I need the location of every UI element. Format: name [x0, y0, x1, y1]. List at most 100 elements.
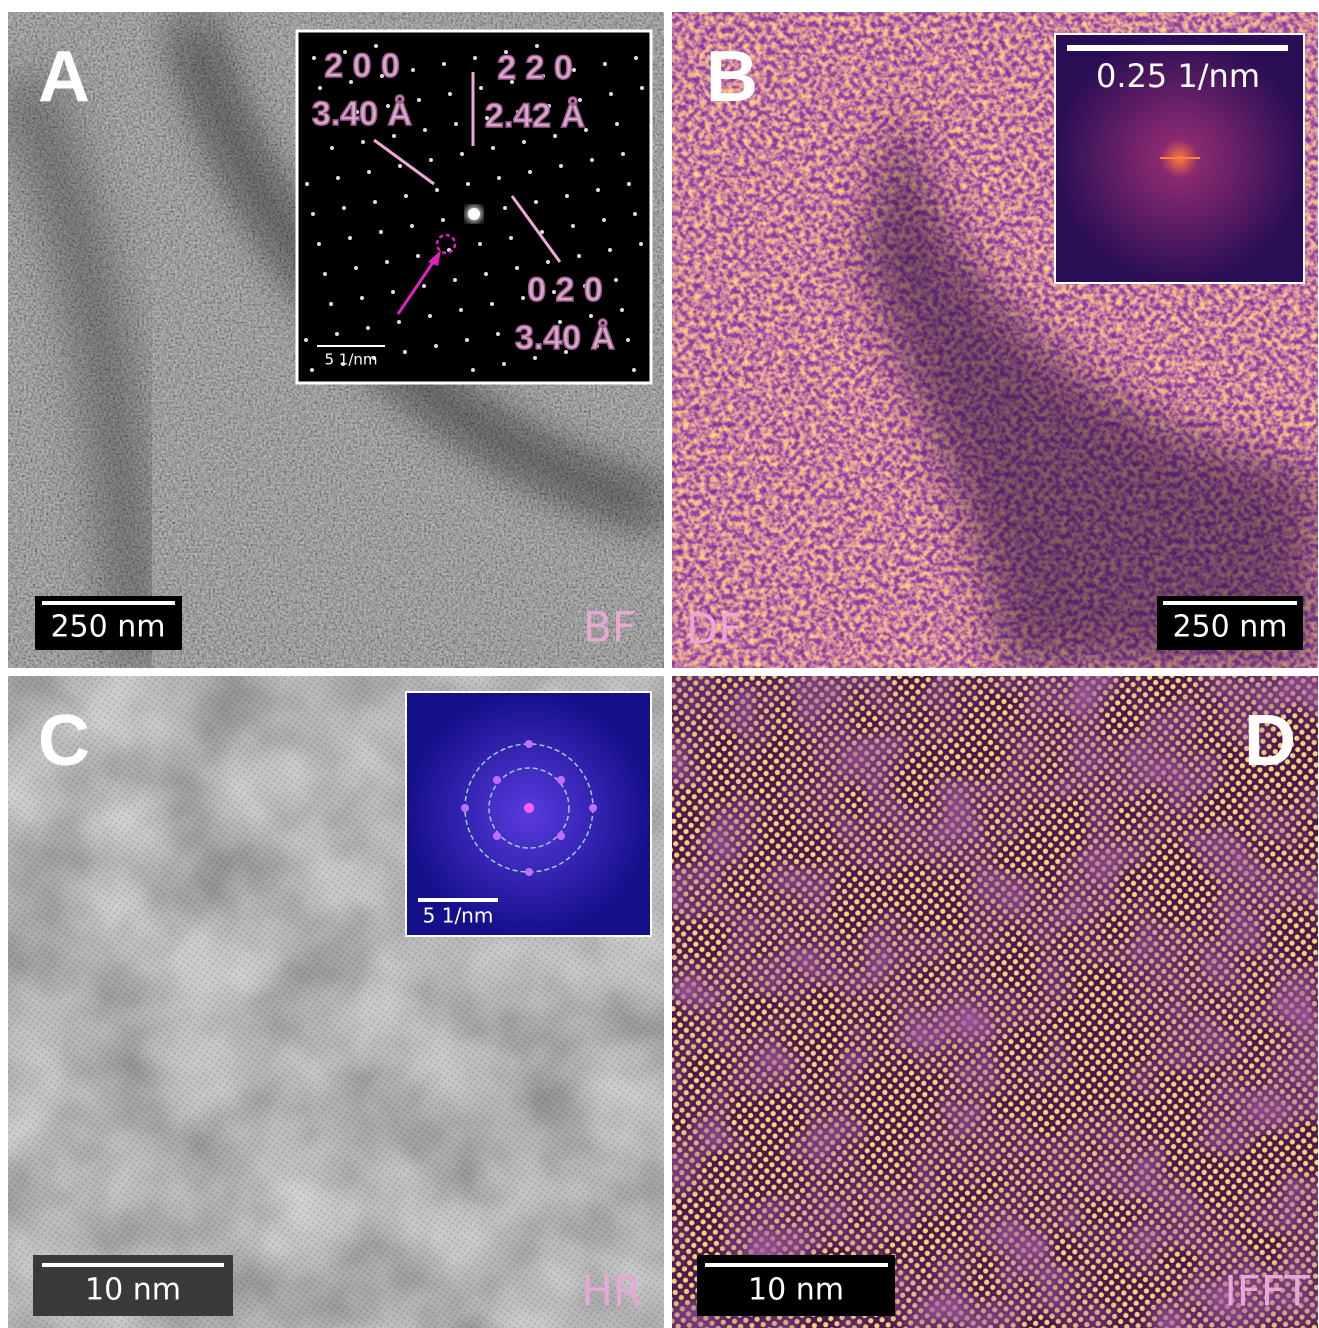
- spot: [620, 308, 624, 312]
- spot: [448, 92, 452, 96]
- spot: [626, 338, 630, 342]
- spacing-label: 3.40 Å: [515, 319, 615, 357]
- spot: [615, 122, 619, 126]
- spot: [392, 134, 396, 138]
- spot: [534, 200, 538, 204]
- spot: [373, 200, 377, 204]
- spot: [335, 332, 339, 336]
- spot: [603, 62, 607, 66]
- spot: [484, 272, 488, 276]
- spot: [417, 98, 421, 102]
- panel-letter: B: [706, 37, 758, 117]
- spot: [627, 182, 631, 186]
- spot: [522, 140, 526, 144]
- spot: [528, 170, 532, 174]
- diffraction-inset: 2 0 0 3.40 Å 2 2 0 2.42 Å 0 2 0 3.40 Å 5…: [295, 29, 653, 385]
- spot: [336, 176, 340, 180]
- reflection-label: 2 0 0: [324, 47, 400, 85]
- spot: [632, 368, 636, 372]
- spot: [502, 362, 506, 366]
- spot: [546, 260, 550, 264]
- fft-inset: 5 1/nm: [405, 691, 652, 937]
- spot: [434, 344, 438, 348]
- selected-spot: [435, 233, 457, 255]
- spot: [312, 56, 316, 60]
- spot: [330, 146, 334, 150]
- spot: [485, 116, 489, 120]
- central-beam: [468, 208, 480, 220]
- spot: [460, 152, 464, 156]
- arrow: [373, 138, 435, 186]
- spot: [403, 350, 407, 354]
- spot: [386, 104, 390, 108]
- spot: [461, 804, 469, 812]
- mode-label: DF: [686, 605, 743, 654]
- arrow: [396, 257, 438, 315]
- arrow: [510, 195, 562, 263]
- spot: [621, 152, 625, 156]
- spot: [398, 164, 402, 168]
- spot: [466, 182, 470, 186]
- spot: [329, 302, 333, 306]
- spot: [595, 344, 599, 348]
- spot: [565, 194, 569, 198]
- spot: [342, 206, 346, 210]
- spot: [343, 50, 347, 54]
- spot: [471, 368, 475, 372]
- spot: [496, 332, 500, 336]
- spot: [590, 158, 594, 162]
- spot: [525, 740, 533, 748]
- spot: [564, 350, 568, 354]
- panel-b: [672, 12, 1318, 668]
- spot: [493, 832, 501, 840]
- spot: [318, 86, 322, 90]
- spot: [583, 284, 587, 288]
- ring: [488, 767, 570, 849]
- spot: [584, 128, 588, 132]
- spot: [515, 266, 519, 270]
- spot: [509, 236, 513, 240]
- spot: [305, 182, 309, 186]
- inset-frame: [405, 691, 652, 937]
- mode-label: IFFT: [1224, 1267, 1310, 1316]
- diffraction-spots: [304, 44, 644, 372]
- dark-band: [860, 100, 1318, 668]
- spot: [372, 356, 376, 360]
- inset-scale-label: 0.25 1/nm: [1096, 57, 1260, 95]
- spot: [640, 86, 644, 90]
- spot: [533, 356, 537, 360]
- spot: [557, 832, 565, 840]
- spot: [367, 170, 371, 174]
- spot: [311, 212, 315, 216]
- inset-scale-label: 5 1/nm: [423, 904, 494, 928]
- spot: [479, 86, 483, 90]
- spot: [385, 260, 389, 264]
- spot: [423, 128, 427, 132]
- spot: [525, 868, 533, 876]
- spot: [348, 236, 352, 240]
- spot: [553, 134, 557, 138]
- spot: [510, 80, 514, 84]
- panel-letter: A: [38, 37, 90, 117]
- spot: [380, 74, 384, 78]
- arrow-head: [428, 250, 441, 266]
- spot: [304, 338, 308, 342]
- spacing-label: 3.40 Å: [312, 95, 412, 133]
- spot: [633, 212, 637, 216]
- spot: [589, 314, 593, 318]
- fft-spots: [461, 740, 597, 876]
- spot: [441, 218, 445, 222]
- spot: [435, 188, 439, 192]
- spot: [355, 110, 359, 114]
- spot: [535, 44, 539, 48]
- spot: [639, 242, 643, 246]
- scale-bar-label: 10 nm: [748, 1273, 844, 1308]
- spot: [572, 68, 576, 72]
- spot: [473, 56, 477, 60]
- spot: [491, 146, 495, 150]
- spot: [552, 290, 556, 294]
- spot: [571, 224, 575, 228]
- spot: [527, 326, 531, 330]
- bend-contour: [8, 67, 170, 668]
- spot: [360, 296, 364, 300]
